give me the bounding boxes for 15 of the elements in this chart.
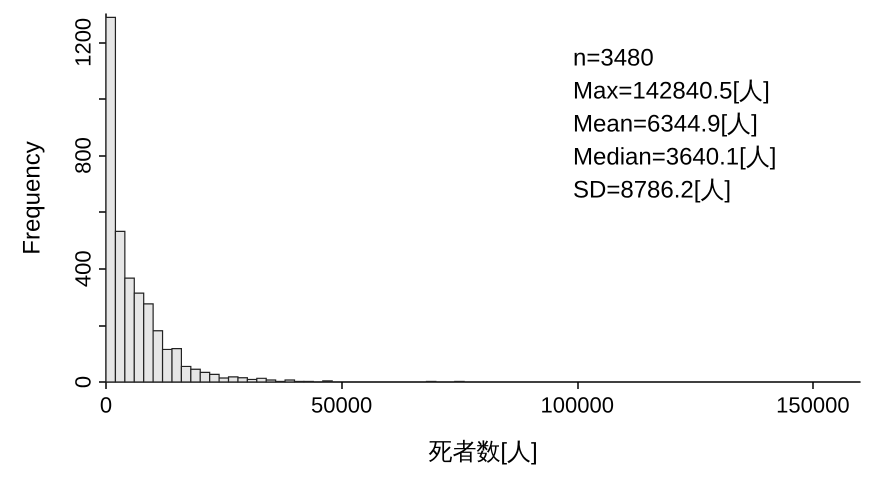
annotation: Median=3640.1[人] bbox=[573, 144, 776, 170]
annotation: n=3480 bbox=[573, 44, 654, 72]
annotation: Mean=6344.9[人] bbox=[573, 110, 758, 138]
y-tick-label: 0 bbox=[70, 376, 96, 388]
annotation: SD=8786.2[人] bbox=[573, 176, 732, 204]
x-tick-label: 150000 bbox=[776, 392, 850, 418]
y-axis-title: Frequency bbox=[18, 141, 46, 255]
x-tick-label: 100000 bbox=[540, 392, 614, 418]
y-tick-label: 400 bbox=[70, 250, 96, 288]
x-tick-label: 0 bbox=[100, 392, 112, 418]
x-tick-label: 50000 bbox=[311, 392, 372, 418]
y-tick-label: 1200 bbox=[70, 18, 96, 67]
y-tick-label: 800 bbox=[70, 137, 96, 174]
annotation: Max=142840.5[人] bbox=[573, 78, 770, 104]
x-axis-title: 死者数[人] bbox=[428, 438, 538, 466]
